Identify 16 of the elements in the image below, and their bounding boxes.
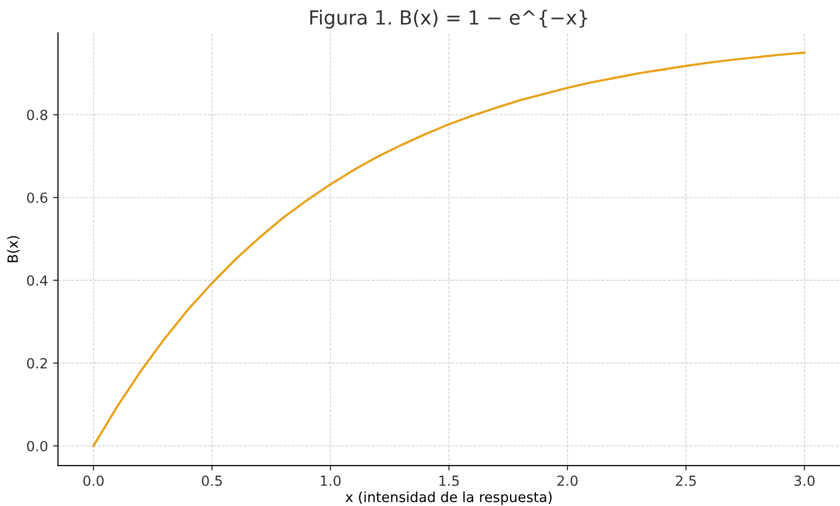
x-tick-label: 0.0 (83, 475, 104, 486)
y-tick-label: 0.6 (27, 192, 48, 203)
x-tick-label: 1.5 (439, 476, 459, 486)
line-series (92, 52, 806, 447)
y-tick-label: 0.4 (27, 275, 48, 286)
x-tick-label: 1.0 (320, 475, 341, 486)
x-tick-label: 2.0 (557, 475, 578, 486)
chart-title: Figura 1. B(x) = 1 − e^{−x} (310, 10, 588, 29)
y-tick-label: 0.8 (27, 110, 48, 120)
x-axis-title: x (intensidad de la respuesta) (346, 491, 552, 505)
y-tick-label: 0.0 (27, 440, 48, 452)
x-tick-label: 3.0 (794, 475, 815, 486)
x-tick-label: 2.5 (676, 475, 696, 486)
y-tick-label: 0.2 (27, 358, 47, 369)
y-axis-title: B(x) (7, 236, 20, 262)
x-tick-label: 0.5 (202, 475, 222, 486)
